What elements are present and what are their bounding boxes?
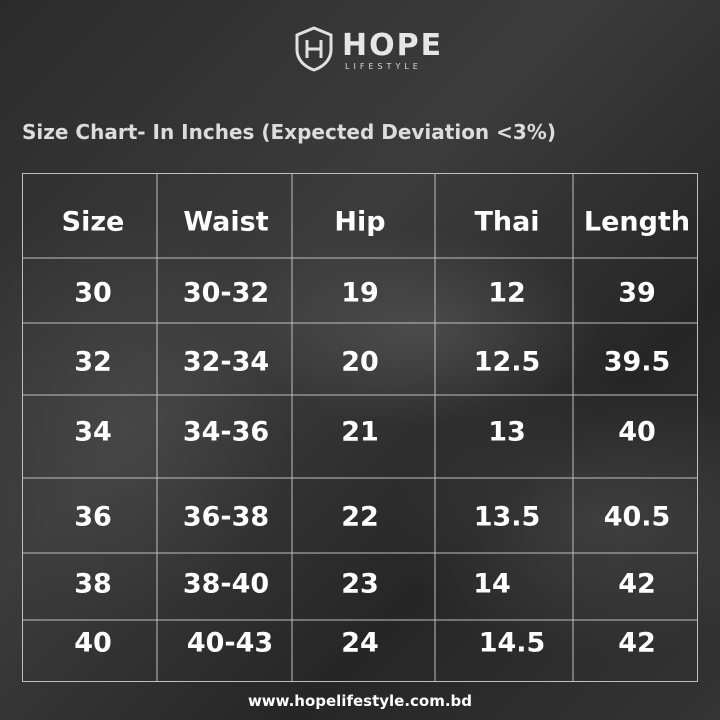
table-cell: 36 [74,501,112,533]
header-cell: Hip [334,206,386,238]
header-cell: Size [61,206,125,238]
table-cell: 40-43 [186,627,274,659]
table-cell: 14.5 [478,627,546,659]
table-cell: 38-40 [182,568,270,600]
table-cell: 38 [74,568,112,600]
table-cell: 32-34 [182,346,270,378]
title: Size Chart- In Inches (Expected Deviatio… [22,120,556,144]
table-cell: 12 [488,277,526,309]
table-cell: 13.5 [473,501,541,533]
table-cell: 40 [74,627,112,659]
table-cell: 24 [341,627,379,659]
table-cell: 19 [341,277,379,309]
table-cell: 42 [618,627,656,659]
table-cell: 40.5 [603,501,671,533]
table-cell: 39.5 [603,346,671,378]
table-cell: 22 [341,501,379,533]
table-cell: 39 [618,277,656,309]
table-cell: 13 [488,416,526,448]
header-cell: Thai [474,206,540,238]
header-cell: Length [583,206,691,238]
table-cell: 40 [618,416,656,448]
logo-tagline: LIFESTYLE [345,62,422,71]
table-cell: 12.5 [473,346,541,378]
table-cell: 36-38 [182,501,270,533]
logo-shield [295,26,333,72]
table-cell: 42 [618,568,656,600]
table-cell: 14 [473,568,511,600]
table-cell: 34-36 [182,416,270,448]
table-cell: 20 [341,346,379,378]
logo-name: HOPE [342,28,444,63]
table-cell: 30 [74,277,112,309]
table-cell: 23 [341,568,379,600]
table-cell: 34 [74,416,112,448]
table-cell: 30-32 [182,277,270,309]
table-grid [22,173,698,682]
footer-url: www.hopelifestyle.com.bd [247,692,473,710]
table-cell: 21 [341,416,379,448]
table-cell: 32 [74,346,112,378]
header-cell: Waist [183,206,269,238]
